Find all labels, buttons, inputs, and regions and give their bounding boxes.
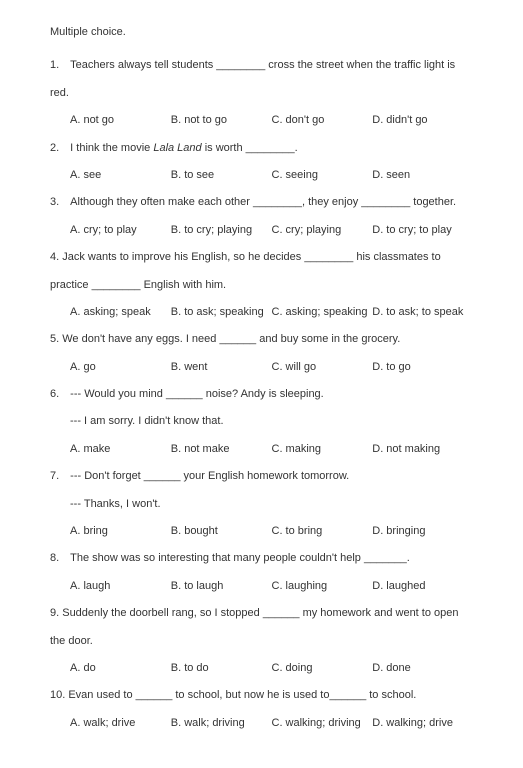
q6-option-a[interactable]: A. make bbox=[70, 442, 171, 457]
q9-option-b[interactable]: B. to do bbox=[171, 661, 272, 676]
q10-option-d[interactable]: D. walking; drive bbox=[372, 716, 473, 731]
q7-option-d[interactable]: D. bringing bbox=[372, 524, 473, 539]
q6-option-c[interactable]: C. making bbox=[272, 442, 373, 457]
q2-option-a[interactable]: A. see bbox=[70, 168, 171, 183]
q5-option-d[interactable]: D. to go bbox=[372, 360, 473, 375]
q8-line1: 8. The show was so interesting that many… bbox=[50, 551, 473, 566]
q8-option-a[interactable]: A. laugh bbox=[70, 579, 171, 594]
q7-option-b[interactable]: B. bought bbox=[171, 524, 272, 539]
q5-option-b[interactable]: B. went bbox=[171, 360, 272, 375]
q1-options: A. not go B. not to go C. don't go D. di… bbox=[50, 113, 473, 128]
q1-option-b[interactable]: B. not to go bbox=[171, 113, 272, 128]
q3-line1: 3. Although they often make each other _… bbox=[50, 195, 473, 210]
q5-options: A. go B. went C. will go D. to go bbox=[50, 360, 473, 375]
q2-text-italic: Lala Land bbox=[153, 142, 201, 154]
q5-option-a[interactable]: A. go bbox=[70, 360, 171, 375]
q3-options: A. cry; to play B. to cry; playing C. cr… bbox=[50, 223, 473, 238]
q9-option-d[interactable]: D. done bbox=[372, 661, 473, 676]
q2-text-post: is worth ________. bbox=[202, 142, 298, 154]
q4-option-c[interactable]: C. asking; speaking bbox=[272, 305, 373, 320]
q1-option-d[interactable]: D. didn't go bbox=[372, 113, 473, 128]
q3-option-c[interactable]: C. cry; playing bbox=[272, 223, 373, 238]
q1-option-a[interactable]: A. not go bbox=[70, 113, 171, 128]
q10-options: A. walk; drive B. walk; driving C. walki… bbox=[50, 716, 473, 731]
q2-option-c[interactable]: C. seeing bbox=[272, 168, 373, 183]
q6-line1: 6. --- Would you mind ______ noise? Andy… bbox=[50, 387, 473, 402]
q4-line2: practice ________ English with him. bbox=[50, 278, 473, 293]
q4-options: A. asking; speak B. to ask; speaking C. … bbox=[50, 305, 473, 320]
q6-option-d[interactable]: D. not making bbox=[372, 442, 473, 457]
q7-line1: 7. --- Don't forget ______ your English … bbox=[50, 469, 473, 484]
q2-text-pre: 2. I think the movie bbox=[50, 142, 153, 154]
q8-option-d[interactable]: D. laughed bbox=[372, 579, 473, 594]
q5-line1: 5. We don't have any eggs. I need ______… bbox=[50, 332, 473, 347]
q3-option-a[interactable]: A. cry; to play bbox=[70, 223, 171, 238]
q6-options: A. make B. not make C. making D. not mak… bbox=[50, 442, 473, 457]
q2-line1: 2. I think the movie Lala Land is worth … bbox=[50, 141, 473, 156]
q2-options: A. see B. to see C. seeing D. seen bbox=[50, 168, 473, 183]
q10-option-b[interactable]: B. walk; driving bbox=[171, 716, 272, 731]
q4-option-b[interactable]: B. to ask; speaking bbox=[171, 305, 272, 320]
worksheet-title: Multiple choice. bbox=[50, 25, 473, 40]
q10-option-c[interactable]: C. walking; driving bbox=[272, 716, 373, 731]
q8-option-c[interactable]: C. laughing bbox=[272, 579, 373, 594]
q10-line1: 10. Evan used to ______ to school, but n… bbox=[50, 688, 473, 703]
q7-option-a[interactable]: A. bring bbox=[70, 524, 171, 539]
q9-option-c[interactable]: C. doing bbox=[272, 661, 373, 676]
q9-line1: 9. Suddenly the doorbell rang, so I stop… bbox=[50, 606, 473, 621]
q5-option-c[interactable]: C. will go bbox=[272, 360, 373, 375]
q1-line1: 1. Teachers always tell students _______… bbox=[50, 58, 473, 73]
q9-line2: the door. bbox=[50, 634, 473, 649]
q3-option-b[interactable]: B. to cry; playing bbox=[171, 223, 272, 238]
q7-option-c[interactable]: C. to bring bbox=[272, 524, 373, 539]
q6-option-b[interactable]: B. not make bbox=[171, 442, 272, 457]
q4-line1: 4. Jack wants to improve his English, so… bbox=[50, 250, 473, 265]
q1-line2: red. bbox=[50, 86, 473, 101]
q4-option-d[interactable]: D. to ask; to speak bbox=[372, 305, 473, 320]
q7-options: A. bring B. bought C. to bring D. bringi… bbox=[50, 524, 473, 539]
q8-options: A. laugh B. to laugh C. laughing D. laug… bbox=[50, 579, 473, 594]
q6-line2: --- I am sorry. I didn't know that. bbox=[50, 414, 473, 429]
q9-options: A. do B. to do C. doing D. done bbox=[50, 661, 473, 676]
q8-option-b[interactable]: B. to laugh bbox=[171, 579, 272, 594]
q2-option-b[interactable]: B. to see bbox=[171, 168, 272, 183]
q3-option-d[interactable]: D. to cry; to play bbox=[372, 223, 473, 238]
q4-option-a[interactable]: A. asking; speak bbox=[70, 305, 171, 320]
q1-option-c[interactable]: C. don't go bbox=[272, 113, 373, 128]
q10-option-a[interactable]: A. walk; drive bbox=[70, 716, 171, 731]
q7-line2: --- Thanks, I won't. bbox=[50, 497, 473, 512]
q9-option-a[interactable]: A. do bbox=[70, 661, 171, 676]
q2-option-d[interactable]: D. seen bbox=[372, 168, 473, 183]
